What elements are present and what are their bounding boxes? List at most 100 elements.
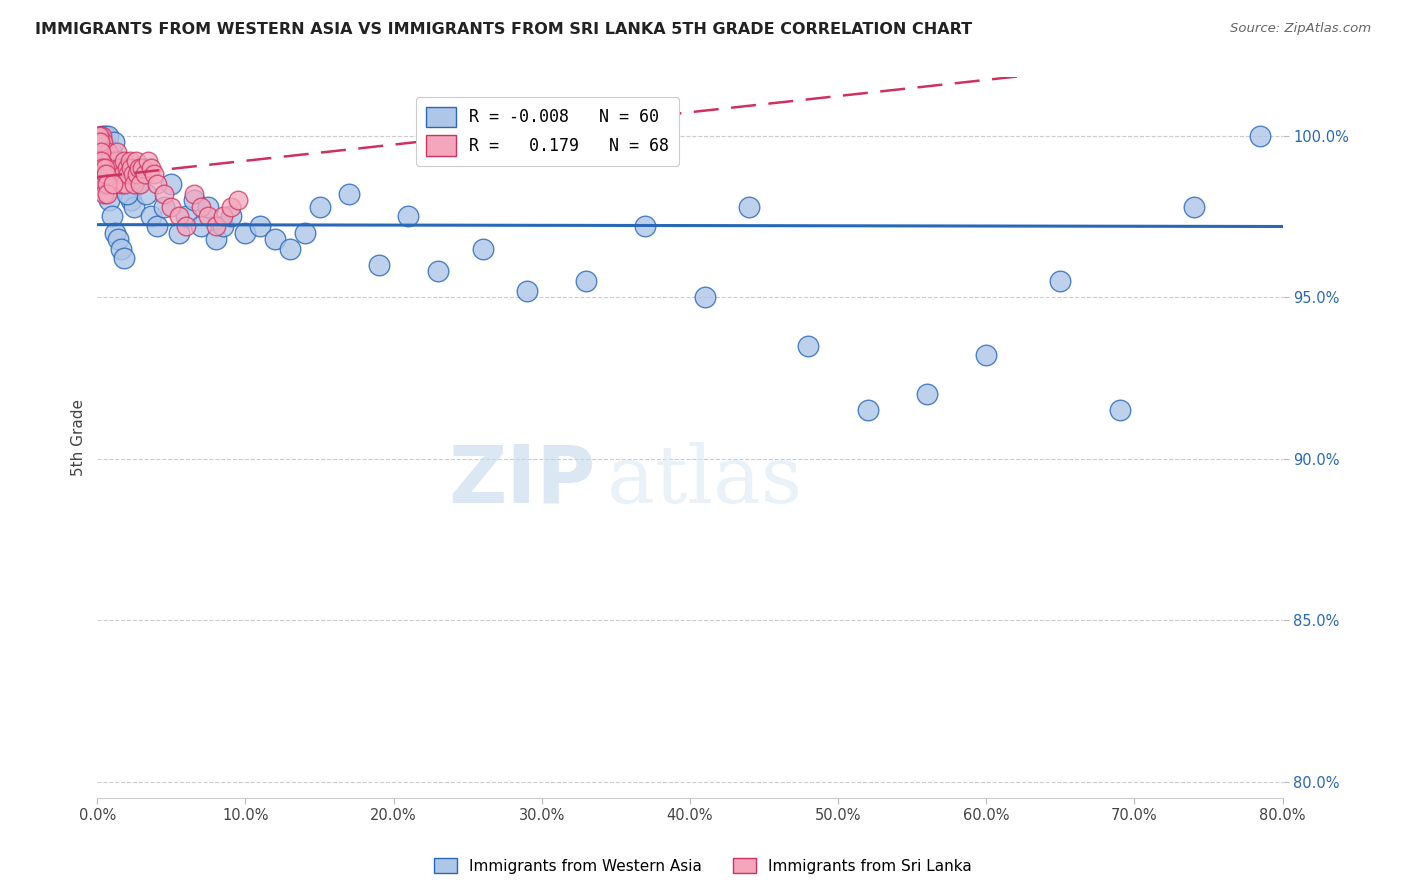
Point [100,161,122,175]
Point [127,177,149,191]
Point [398,210,420,224]
Text: ZIP: ZIP [449,442,595,520]
Point [98,177,121,191]
Point [190,219,212,233]
Point [142,167,165,181]
Point [114,177,136,191]
Point [205,232,228,246]
Point [264,232,287,246]
Point [115,186,138,201]
Point [91,135,114,149]
Point [190,200,212,214]
Point [110,177,132,191]
Point [112,154,135,169]
Point [111,167,134,181]
Point [100,167,122,181]
Point [212,219,235,233]
Point [112,252,135,266]
Point [91,145,114,159]
Text: IMMIGRANTS FROM WESTERN ASIA VS IMMIGRANTS FROM SRI LANKA 5TH GRADE CORRELATION : IMMIGRANTS FROM WESTERN ASIA VS IMMIGRAN… [35,22,973,37]
Point [1182,200,1205,214]
Point [96,177,118,191]
Text: atlas: atlas [607,442,801,520]
Point [94,161,117,175]
Point [153,186,176,201]
Point [145,177,167,191]
Point [89,128,111,143]
Y-axis label: 5th Grade: 5th Grade [72,400,86,476]
Point [160,177,183,191]
Point [117,167,139,181]
Point [107,232,129,246]
Point [219,210,242,224]
Point [1249,128,1271,143]
Point [183,193,205,207]
Point [111,161,134,175]
Point [1108,403,1130,417]
Point [90,128,112,143]
Point [89,128,111,143]
Point [139,210,162,224]
Point [120,193,142,207]
Point [90,135,112,149]
Point [115,161,138,175]
Point [97,128,120,143]
Point [160,200,183,214]
Point [96,186,118,201]
Point [153,200,176,214]
Point [90,145,112,159]
Point [93,154,115,169]
Point [145,219,167,233]
Point [96,154,118,169]
Point [114,177,136,191]
Point [91,167,114,181]
Point [94,145,117,159]
Point [90,128,112,143]
Point [167,210,190,224]
Point [1049,274,1071,288]
Point [105,154,128,169]
Point [139,161,162,175]
Point [103,135,125,149]
Point [108,167,131,181]
Point [129,177,152,191]
Point [94,161,117,175]
Point [97,145,120,159]
Point [94,167,117,181]
Point [183,186,205,201]
Point [107,167,129,181]
Point [101,210,124,224]
Point [103,161,125,175]
Point [117,186,139,201]
Point [134,167,156,181]
Point [91,167,114,181]
Point [575,274,598,288]
Point [101,177,124,191]
Point [131,161,153,175]
Point [118,154,141,169]
Point [127,167,149,181]
Point [110,242,132,256]
Point [167,226,190,240]
Point [294,226,316,240]
Point [100,145,122,159]
Point [974,348,997,362]
Point [89,135,111,149]
Point [90,154,112,169]
Point [131,161,153,175]
Point [634,219,657,233]
Text: Source: ZipAtlas.com: Source: ZipAtlas.com [1230,22,1371,36]
Point [120,161,142,175]
Point [308,200,330,214]
Point [136,154,159,169]
Point [337,186,360,201]
Point [797,339,820,353]
Point [205,219,228,233]
Point [226,193,249,207]
Point [98,154,121,169]
Point [212,210,235,224]
Point [516,284,538,298]
Point [122,167,145,181]
Point [96,177,118,191]
Legend: R = -0.008   N = 60, R =   0.179   N = 68: R = -0.008 N = 60, R = 0.179 N = 68 [416,96,679,166]
